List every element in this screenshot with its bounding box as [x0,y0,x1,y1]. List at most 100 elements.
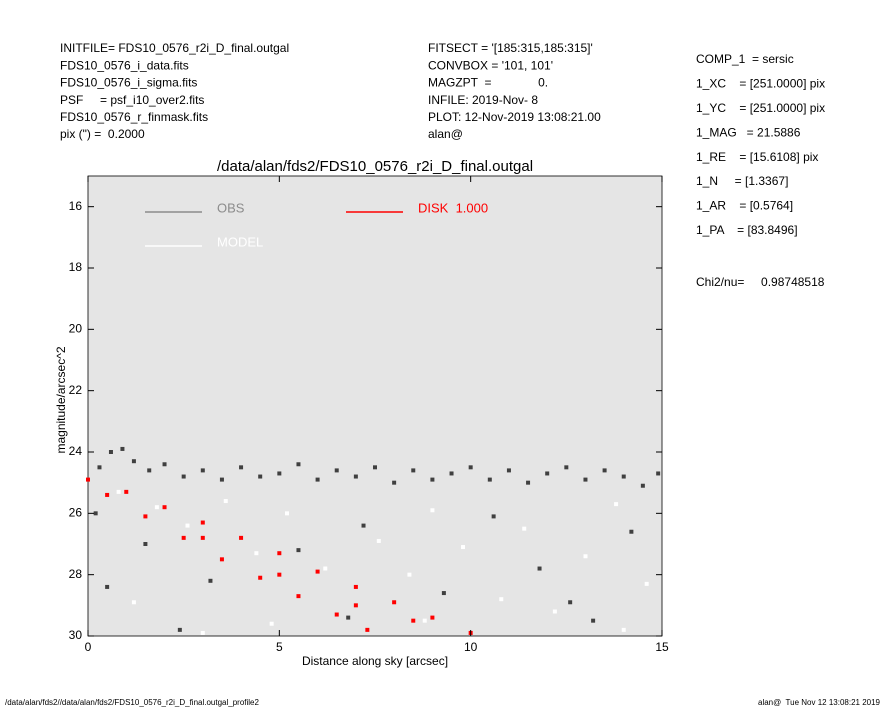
x-tick-label: 15 [655,640,669,654]
info-left: FDS10_0576_r_finmask.fits [60,110,208,124]
param: 1_N = [1.3367] [696,174,788,188]
point [143,514,148,519]
footer-left: /data/alan/fds2//data/alan/fds2/FDS10_05… [5,698,260,707]
point [407,572,412,577]
point [392,480,397,485]
legend-label: DISK 1.000 [418,200,488,215]
point [181,535,186,540]
point [564,465,569,470]
y-tick-label: 20 [69,322,83,336]
point [656,471,661,476]
point [162,462,167,467]
plot-area [87,175,663,637]
point [239,535,244,540]
info-left: INITFILE= FDS10_0576_r2i_D_final.outgal [60,41,289,55]
point [131,459,136,464]
point [147,468,152,473]
y-tick-label: 18 [69,260,83,274]
point [361,523,366,528]
point [239,465,244,470]
point [200,630,205,635]
point [373,465,377,470]
point [422,618,427,623]
chi2: Chi2/nu= 0.98748518 [696,275,825,289]
point [644,581,649,586]
point [461,545,466,550]
y-tick-label: 22 [69,383,83,397]
point [296,462,301,467]
point [441,591,446,596]
point [105,584,110,589]
info-left: PSF = psf_i10_over2.fits [60,93,204,107]
point [614,502,619,507]
param: 1_PA = [83.8496] [696,223,798,237]
point [353,474,358,479]
point [334,612,339,617]
point [430,615,435,620]
x-axis-label: Distance along sky [arcsec] [302,654,448,668]
point [254,551,259,556]
point [277,471,282,476]
point [200,468,205,473]
point [376,538,381,543]
point [411,618,416,623]
point [526,480,531,485]
point [537,566,542,571]
point [315,477,320,482]
point [124,489,129,494]
point [315,569,320,574]
point [277,572,282,577]
point [568,600,573,605]
x-tick-label: 5 [276,640,283,654]
point [602,468,607,473]
point [284,511,289,516]
param: COMP_1 = sersic [696,52,794,66]
point [487,477,492,482]
param: 1_RE = [15.6108] pix [696,150,818,164]
y-tick-label: 24 [69,444,83,458]
point [258,474,263,479]
point [120,446,125,451]
point [258,575,263,580]
point [591,618,596,623]
point [269,621,274,626]
point [219,477,224,482]
point [93,511,98,516]
param: 1_MAG = 21.5886 [696,125,801,139]
point [583,554,588,559]
info-middle: INFILE: 2019-Nov- 8 [428,93,538,107]
point [131,600,136,605]
x-tick-label: 0 [85,640,92,654]
info-middle: PLOT: 12-Nov-2019 13:08:21.00 [428,110,601,124]
point [86,477,90,482]
point [116,489,121,494]
point [583,477,588,482]
point [545,471,550,476]
legend-label: OBS [217,200,245,215]
point [506,468,511,473]
point [108,450,113,454]
param: 1_YC = [251.0000] pix [696,101,825,115]
point [223,499,228,504]
y-tick-label: 16 [69,199,83,213]
y-tick-label: 30 [69,628,83,642]
point [334,468,339,473]
point [143,542,148,546]
point [200,520,205,525]
y-axis-label: magnitude/arcsec^2 [54,346,68,453]
point [353,584,358,589]
y-tick-label: 26 [69,506,83,520]
info-left: pix (") = 0.2000 [60,127,145,141]
point [353,603,358,608]
point [621,474,626,479]
point [323,566,328,571]
info-middle: alan@ [428,127,463,141]
point [162,505,167,510]
point [430,477,435,482]
legend-label: MODEL [217,234,263,249]
point [449,471,454,476]
point [219,557,224,562]
point [468,465,473,470]
point [365,627,370,632]
